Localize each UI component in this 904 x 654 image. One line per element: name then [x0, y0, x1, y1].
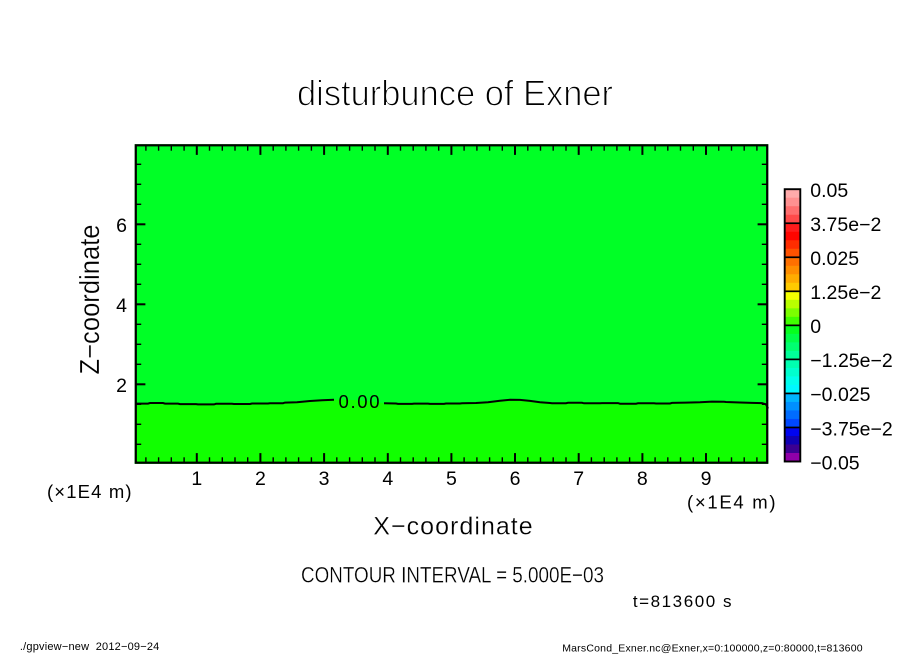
svg-text:1.25e−2: 1.25e−2	[810, 282, 881, 304]
svg-text:0.00: 0.00	[339, 391, 380, 412]
svg-text:6: 6	[510, 468, 521, 490]
svg-text:4: 4	[116, 295, 127, 317]
svg-text:6: 6	[116, 215, 127, 237]
svg-text:9: 9	[701, 468, 712, 490]
svg-text:0.05: 0.05	[810, 180, 848, 202]
svg-text:0.025: 0.025	[810, 248, 859, 270]
svg-text:0: 0	[810, 316, 821, 338]
svg-text:3: 3	[319, 468, 330, 490]
svg-text:−0.025: −0.025	[810, 384, 870, 406]
svg-text:4: 4	[382, 468, 393, 490]
svg-text:5: 5	[446, 468, 457, 490]
svg-text:7: 7	[573, 468, 584, 490]
svg-text:(×1E4 m): (×1E4 m)	[47, 481, 132, 502]
svg-text:./gpview−new 2012−09−24: ./gpview−new 2012−09−24	[20, 641, 159, 653]
svg-text:2: 2	[255, 468, 266, 490]
svg-text:−1.25e−2: −1.25e−2	[810, 350, 892, 372]
svg-text:−0.05: −0.05	[810, 452, 859, 474]
svg-text:8: 8	[637, 468, 648, 490]
svg-text:disturbunce of Exner: disturbunce of Exner	[297, 72, 613, 113]
svg-text:(×1E4 m): (×1E4 m)	[687, 492, 776, 513]
svg-text:MarsCond_Exner.nc@Exner,x=0:10: MarsCond_Exner.nc@Exner,x=0:100000,z=0:8…	[562, 642, 863, 654]
svg-text:3.75e−2: 3.75e−2	[810, 214, 881, 236]
svg-text:Z−coordinate: Z−coordinate	[74, 225, 105, 375]
svg-text:CONTOUR INTERVAL = 5.000E−03: CONTOUR INTERVAL = 5.000E−03	[301, 562, 604, 587]
svg-text:−3.75e−2: −3.75e−2	[810, 418, 892, 440]
svg-text:2: 2	[116, 375, 127, 397]
svg-text:1: 1	[191, 468, 202, 490]
svg-text:X−coordinate: X−coordinate	[373, 512, 532, 540]
